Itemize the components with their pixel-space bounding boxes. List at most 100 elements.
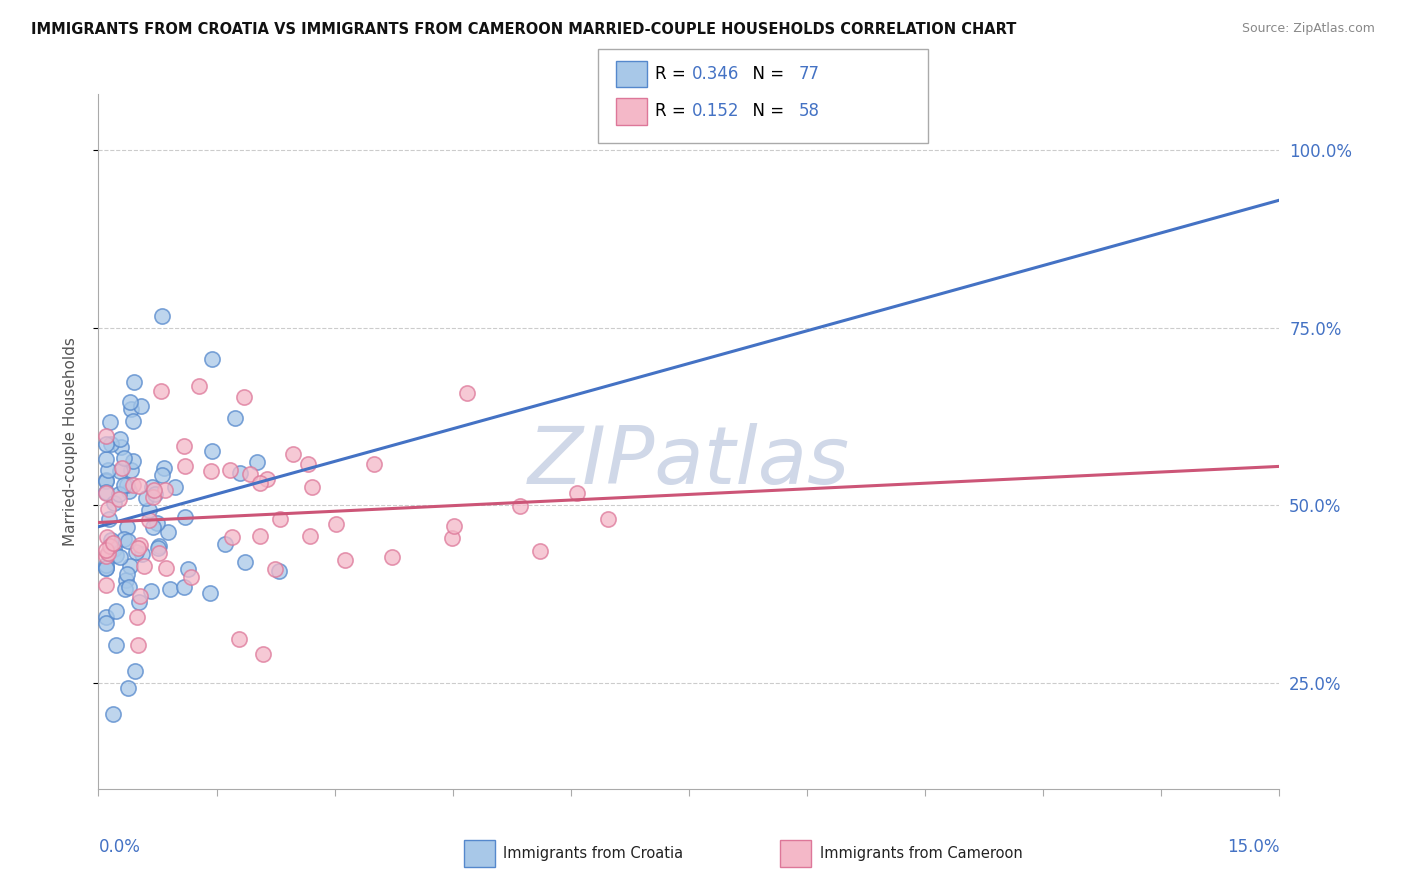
Point — [98, 512, 121, 526]
Text: ZIPatlas: ZIPatlas — [527, 424, 851, 501]
Point — [112, 451, 135, 466]
Point — [267, 564, 290, 578]
Point — [122, 453, 145, 467]
Point — [110, 440, 132, 454]
Point — [117, 534, 139, 549]
Text: Immigrants from Croatia: Immigrants from Croatia — [503, 847, 683, 861]
Point — [129, 538, 152, 552]
Point — [96, 429, 118, 443]
Point — [214, 537, 236, 551]
Point — [105, 548, 128, 562]
Text: IMMIGRANTS FROM CROATIA VS IMMIGRANTS FROM CAMEROON MARRIED-COUPLE HOUSEHOLDS CO: IMMIGRANTS FROM CROATIA VS IMMIGRANTS FR… — [31, 22, 1017, 37]
Text: 77: 77 — [799, 65, 820, 83]
Point — [103, 541, 125, 556]
Point — [129, 400, 152, 414]
Point — [97, 501, 120, 516]
Point — [96, 437, 118, 451]
Point — [139, 583, 162, 598]
Point — [112, 532, 135, 546]
Point — [201, 443, 224, 458]
Point — [97, 546, 120, 560]
Point — [96, 543, 118, 558]
Point — [252, 648, 274, 662]
Point — [96, 475, 118, 489]
Point — [229, 467, 252, 481]
Point — [174, 509, 197, 524]
Point — [125, 545, 148, 559]
Y-axis label: Married-couple Households: Married-couple Households — [63, 337, 77, 546]
Point — [138, 503, 160, 517]
Text: N =: N = — [742, 103, 790, 120]
Point — [153, 461, 176, 475]
Point — [122, 414, 145, 428]
Point — [115, 520, 138, 534]
Point — [598, 511, 620, 525]
Point — [188, 379, 211, 393]
Point — [96, 561, 118, 575]
Point — [104, 604, 127, 618]
Point — [127, 541, 149, 555]
Point — [96, 530, 118, 544]
Point — [124, 664, 146, 678]
Point — [333, 552, 356, 566]
Point — [143, 483, 166, 497]
Point — [325, 517, 347, 532]
Point — [173, 580, 195, 594]
Point — [249, 475, 271, 490]
Text: 0.152: 0.152 — [692, 103, 740, 120]
Point — [246, 455, 269, 469]
Point — [127, 638, 149, 652]
Point — [96, 549, 118, 563]
Text: N =: N = — [742, 65, 790, 83]
Point — [120, 558, 142, 573]
Point — [96, 561, 118, 575]
Point — [112, 478, 135, 492]
Point — [165, 480, 187, 494]
Point — [122, 477, 145, 491]
Point — [98, 539, 121, 553]
Point — [239, 467, 262, 482]
Point — [224, 411, 246, 425]
Point — [103, 496, 125, 510]
Point — [108, 487, 131, 501]
Point — [128, 589, 150, 603]
Point — [101, 536, 124, 550]
Point — [509, 499, 531, 513]
Point — [110, 550, 132, 565]
Point — [441, 532, 464, 546]
Point — [235, 555, 257, 569]
Text: R =: R = — [655, 103, 696, 120]
Point — [148, 539, 170, 553]
Point — [100, 533, 122, 547]
Point — [117, 580, 139, 594]
Point — [299, 529, 322, 543]
Point — [131, 547, 153, 561]
Point — [297, 457, 319, 471]
Point — [110, 432, 132, 446]
Point — [180, 570, 202, 584]
Point — [117, 681, 139, 696]
Point — [249, 529, 271, 543]
Point — [301, 480, 323, 494]
Point — [96, 486, 118, 500]
Point — [96, 558, 118, 572]
Point — [529, 544, 551, 558]
Point — [269, 512, 291, 526]
Text: Source: ZipAtlas.com: Source: ZipAtlas.com — [1241, 22, 1375, 36]
Point — [138, 513, 160, 527]
Point — [118, 395, 141, 409]
Point — [97, 463, 120, 477]
Point — [125, 610, 148, 624]
Point — [114, 573, 136, 587]
Point — [96, 578, 118, 592]
Point — [219, 463, 242, 477]
Point — [176, 561, 198, 575]
Point — [142, 490, 165, 504]
Point — [134, 559, 156, 574]
Point — [256, 471, 278, 485]
Point — [128, 478, 150, 492]
Point — [363, 457, 385, 471]
Point — [443, 518, 465, 533]
Point — [141, 480, 163, 494]
Point — [155, 561, 177, 575]
